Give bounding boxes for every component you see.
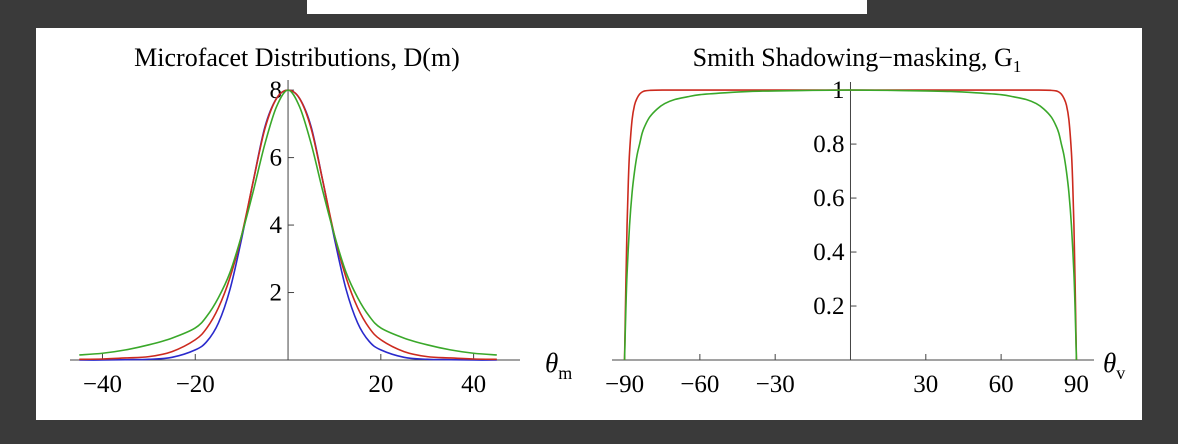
series-line-2 [623, 89, 1078, 361]
x-tick-label: −30 [756, 371, 795, 398]
chart-title-subscript: 1 [1013, 57, 1022, 76]
figure-header-strip [307, 0, 867, 14]
y-tick-label: 0.2 [813, 293, 844, 320]
x-tick-label: 30 [913, 371, 938, 398]
x-axis-label-subscript: m [558, 363, 572, 383]
x-tick-label: −90 [605, 371, 644, 398]
x-tick-label: −20 [176, 371, 215, 398]
y-tick-label: 2 [270, 280, 283, 307]
x-tick-label: 40 [461, 371, 486, 398]
x-tick-label: 90 [1064, 371, 1089, 398]
y-tick-label: 4 [270, 212, 283, 239]
chart-title: Microfacet Distributions, D(m) [134, 43, 460, 72]
chart-2: Smith Shadowing−masking, G1 −90 −60 −30 30 60… [605, 43, 1125, 398]
y-tick-label: 6 [270, 145, 283, 172]
y-tick-label: 0.4 [813, 239, 845, 266]
x-axis-label-subscript: v [1116, 363, 1125, 383]
y-tick-label: 0.6 [813, 185, 844, 212]
y-tick-label: 8 [270, 77, 283, 104]
y-tick-label: 0.8 [813, 131, 844, 158]
x-tick-label: 20 [368, 371, 393, 398]
chart-title: Smith Shadowing−masking, G1 [693, 43, 1022, 76]
figure-canvas [36, 28, 1142, 420]
x-tick-label: −40 [83, 371, 122, 398]
series-line-3 [79, 89, 497, 356]
x-tick-label: −60 [680, 371, 719, 398]
chart-1: Microfacet Distributions, D(m) −40 −20 20 40… [70, 43, 572, 398]
x-axis-label: θv [1103, 348, 1125, 383]
x-tick-label: 60 [989, 371, 1014, 398]
x-axis-label: θm [545, 348, 572, 383]
